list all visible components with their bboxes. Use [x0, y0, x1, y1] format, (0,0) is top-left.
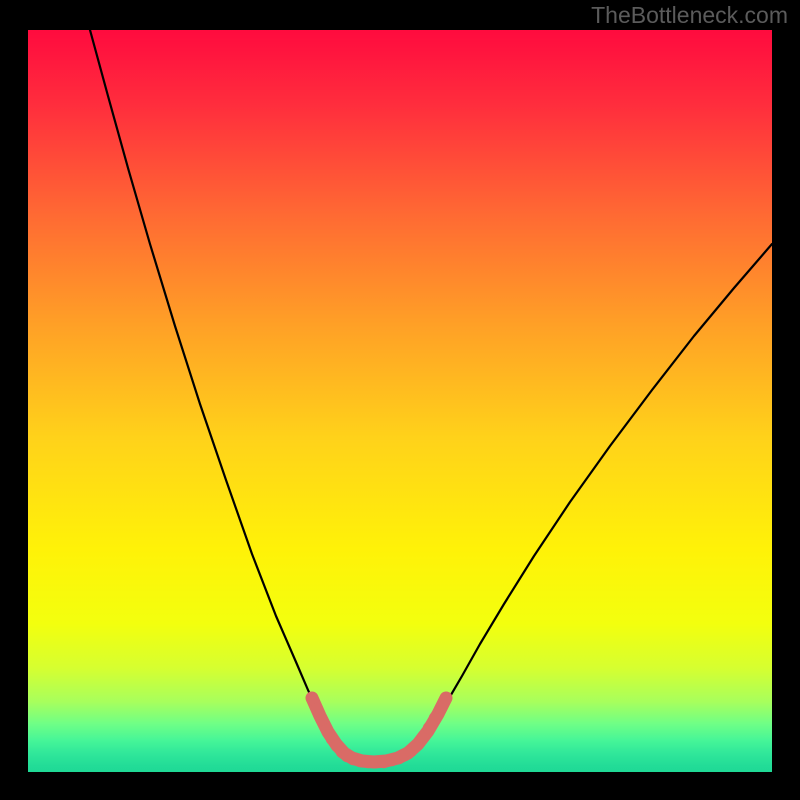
watermark-text: TheBottleneck.com — [591, 2, 788, 29]
marker-dot — [306, 692, 318, 704]
gradient-background — [28, 30, 772, 772]
bottleneck-chart — [0, 0, 800, 800]
marker-dot — [440, 692, 452, 704]
marker-dot — [311, 703, 323, 715]
